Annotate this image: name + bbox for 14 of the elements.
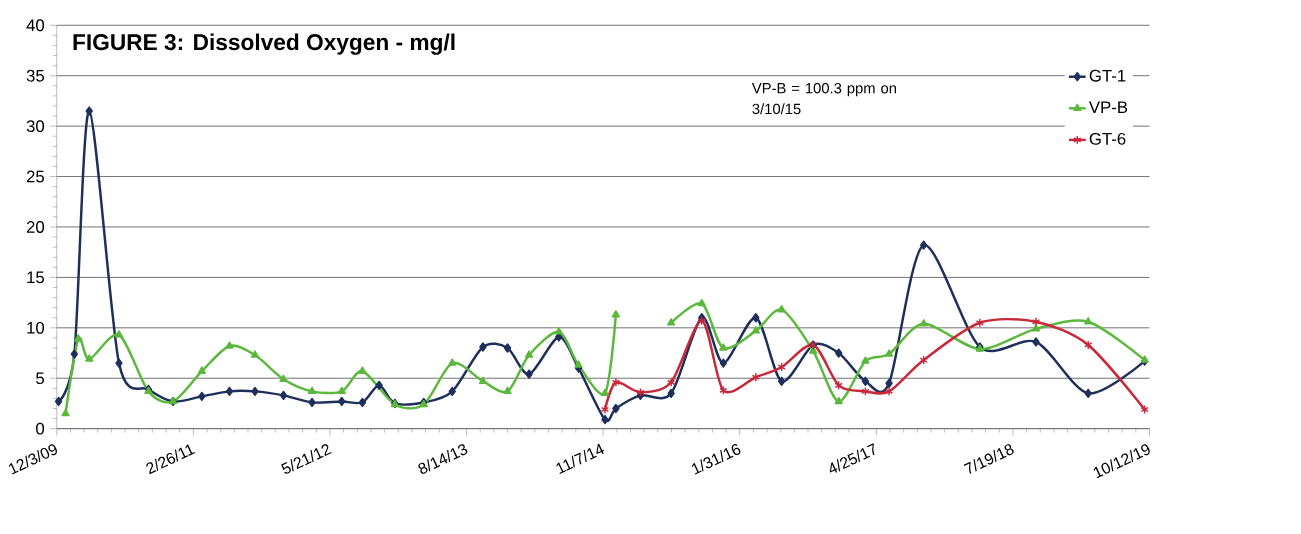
y-tick-label: 20 [26,221,45,234]
y-tick-label: 30 [26,120,45,133]
chart-title: FIGURE 3: Dissolved Oxygen - mg/l [73,33,455,55]
legend-label: GT-1 [1089,69,1126,82]
legend-label: GT-6 [1089,133,1126,146]
annotation: VP-B = 100.3 ppm on 3/10/15 [751,83,897,115]
y-tick-label: 15 [27,271,45,284]
y-tick-label: 5 [36,372,45,385]
legend-label: VP-B [1088,101,1128,114]
y-tick-label: 10 [27,322,45,334]
y-tick-label: 0 [36,422,45,435]
y-tick-label: 25 [26,170,45,183]
y-tick-label: 40 [26,19,45,32]
y-tick-label: 35 [26,70,45,82]
